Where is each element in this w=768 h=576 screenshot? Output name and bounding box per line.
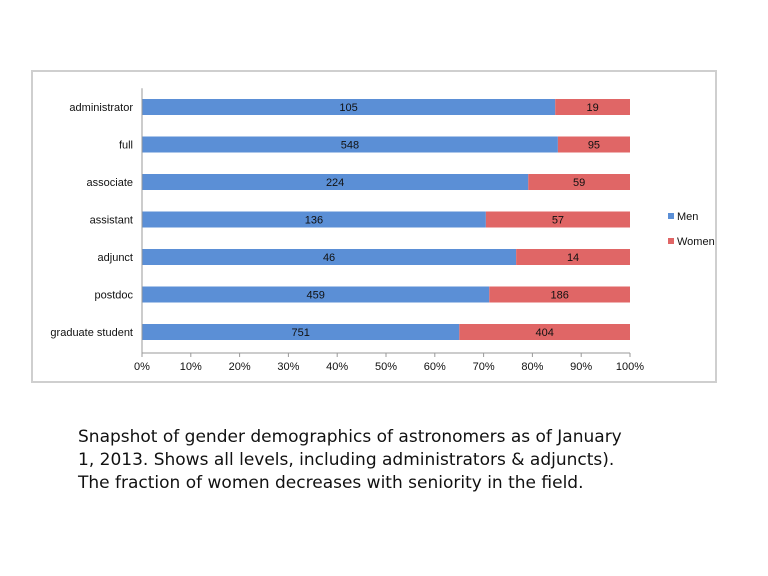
x-tick-label: 40% — [326, 361, 348, 373]
legend-label-women: Women — [677, 236, 715, 248]
data-label: 19 — [586, 102, 598, 114]
bar-men-postdoc — [142, 286, 490, 303]
data-label: 95 — [588, 140, 600, 152]
bar-men-adjunct — [142, 249, 517, 265]
data-label: 105 — [339, 102, 357, 114]
bar-women-full — [557, 136, 630, 153]
bar-women-assistant — [485, 211, 630, 228]
data-label: 57 — [552, 215, 564, 227]
category-label: adjunct — [98, 252, 133, 264]
data-label: 59 — [573, 177, 585, 189]
x-tick-label: 20% — [229, 361, 251, 373]
bar-men-administrator — [142, 99, 556, 115]
category-label: assistant — [90, 215, 133, 227]
legend-swatch-women — [668, 238, 674, 244]
legend-label-men: Men — [677, 211, 698, 223]
x-tick-label: 70% — [473, 361, 495, 373]
category-label: administrator — [69, 102, 133, 114]
data-label: 548 — [341, 140, 359, 152]
chart-frame: administrator 105 19 full 548 95 associate 224 5… — [31, 70, 717, 383]
x-tick-label: 10% — [180, 361, 202, 373]
x-tick-label: 0% — [134, 361, 150, 373]
data-label: 404 — [535, 327, 553, 339]
data-label: 459 — [306, 290, 324, 302]
bar-men-associate — [142, 174, 529, 190]
category-label: graduate student — [50, 327, 133, 339]
data-label: 186 — [550, 290, 568, 302]
stacked-bar-chart: administrator 105 19 full 548 95 associate 224 5… — [50, 88, 715, 373]
category-label: postdoc — [94, 290, 133, 302]
caption-line-1: Snapshot of gender demographics of astro… — [78, 427, 622, 447]
x-tick-label: 80% — [521, 361, 543, 373]
data-label: 46 — [323, 252, 335, 264]
x-tick-label: 50% — [375, 361, 397, 373]
bar-women-graduate-student — [459, 324, 630, 340]
data-label: 224 — [326, 177, 344, 189]
bar-men-assistant — [142, 211, 486, 228]
caption: Snapshot of gender demographics of astro… — [78, 426, 738, 495]
legend-swatch-men — [668, 213, 674, 219]
bar-women-administrator — [555, 99, 630, 115]
caption-line-2: 1, 2013. Shows all levels, including adm… — [78, 450, 615, 470]
bar-men-graduate-student — [142, 324, 460, 340]
bar-men-full — [142, 136, 558, 153]
x-tick-label: 90% — [570, 361, 592, 373]
data-label: 14 — [567, 252, 579, 264]
category-label: associate — [87, 177, 133, 189]
x-tick-label: 30% — [277, 361, 299, 373]
caption-line-3: The fraction of women decreases with sen… — [78, 473, 584, 493]
data-label: 136 — [305, 215, 323, 227]
x-tick-label: 60% — [424, 361, 446, 373]
x-tick-label: 100% — [616, 361, 644, 373]
category-label: full — [119, 140, 133, 152]
bar-women-associate — [528, 174, 630, 190]
bar-women-postdoc — [489, 286, 630, 303]
data-label: 751 — [291, 327, 309, 339]
bar-women-adjunct — [516, 249, 630, 265]
